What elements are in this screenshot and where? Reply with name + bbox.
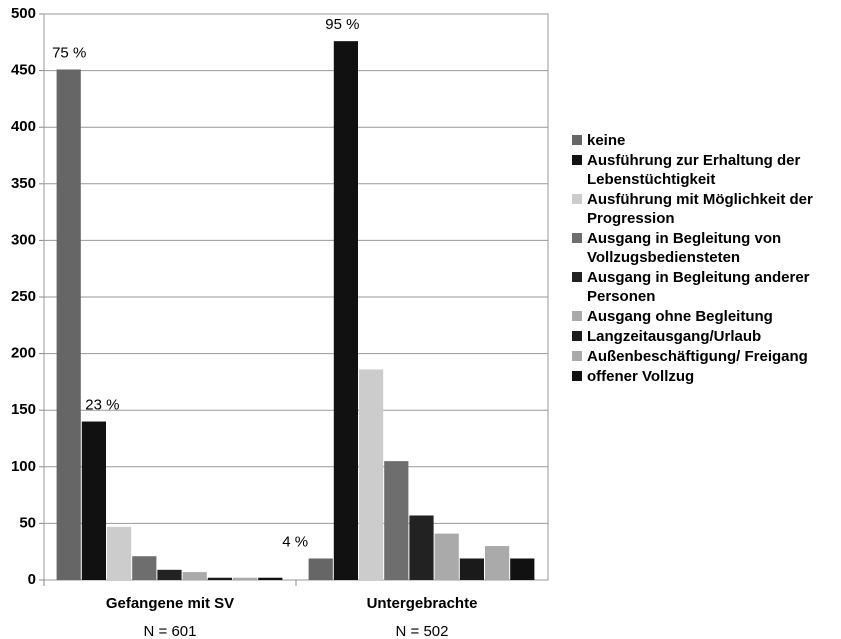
legend-label: Ausführung zur Erhaltung der Lebenstücht… bbox=[587, 152, 801, 188]
bar bbox=[359, 369, 384, 580]
bar bbox=[233, 577, 258, 580]
legend-item: Ausgang in Begleitung anderer Personen bbox=[572, 268, 840, 306]
annotation: 95 % bbox=[325, 16, 359, 33]
legend-label: Ausgang in Begleitung von Vollzugsbedien… bbox=[587, 230, 782, 266]
legend-swatch bbox=[572, 272, 582, 282]
legend-swatch bbox=[572, 311, 582, 321]
annotation: 75 % bbox=[52, 44, 86, 61]
y-tick-label: 250 bbox=[11, 288, 36, 305]
bar bbox=[56, 69, 81, 580]
legend-swatch bbox=[572, 194, 582, 204]
bar bbox=[384, 461, 409, 580]
legend-item: Ausführung zur Erhaltung der Lebenstücht… bbox=[572, 151, 840, 189]
bar bbox=[132, 556, 157, 580]
y-tick-label: 100 bbox=[11, 458, 36, 475]
bar bbox=[510, 558, 535, 580]
legend-item: keine bbox=[572, 131, 840, 150]
legend-swatch bbox=[572, 233, 582, 243]
legend-label: offener Vollzug bbox=[587, 368, 695, 385]
bar bbox=[258, 577, 283, 580]
bar bbox=[182, 572, 207, 580]
y-tick-label: 500 bbox=[11, 5, 36, 22]
annotation: 23 % bbox=[85, 396, 119, 413]
legend-label: Ausführung mit Möglichkeit der Progressi… bbox=[587, 191, 813, 227]
legend-item: Ausgang ohne Begleitung bbox=[572, 307, 840, 326]
annotation: 4 % bbox=[282, 533, 308, 550]
bar bbox=[434, 533, 459, 580]
y-tick-label: 0 bbox=[28, 571, 36, 588]
legend-swatch bbox=[572, 351, 582, 361]
bar bbox=[157, 569, 182, 580]
legend-label: Ausgang in Begleitung anderer Personen bbox=[587, 269, 810, 305]
y-tick-label: 400 bbox=[11, 118, 36, 135]
legend-item: Ausgang in Begleitung von Vollzugsbedien… bbox=[572, 229, 840, 267]
category-note: N = 502 bbox=[396, 623, 449, 639]
y-tick-label: 300 bbox=[11, 231, 36, 248]
bar bbox=[409, 515, 434, 580]
bar bbox=[485, 546, 510, 580]
y-tick-label: 200 bbox=[11, 345, 36, 362]
legend-swatch bbox=[572, 371, 582, 381]
legend-label: Ausgang ohne Begleitung bbox=[587, 308, 773, 325]
bar bbox=[459, 558, 484, 580]
legend-item: Außenbeschäftigung/ Freigang bbox=[572, 347, 840, 366]
legend-swatch bbox=[572, 155, 582, 165]
bar bbox=[308, 558, 333, 580]
x-tick-label: Untergebrachte bbox=[367, 595, 478, 612]
legend-item: offener Vollzug bbox=[572, 367, 840, 386]
bar bbox=[333, 41, 358, 581]
y-tick-label: 150 bbox=[11, 401, 36, 418]
bar bbox=[107, 526, 132, 580]
legend-label: Außenbeschäftigung/ Freigang bbox=[587, 348, 808, 365]
y-tick-label: 350 bbox=[11, 175, 36, 192]
legend-item: Ausführung mit Möglichkeit der Progressi… bbox=[572, 190, 840, 228]
bar bbox=[81, 421, 106, 580]
legend-swatch bbox=[572, 331, 582, 341]
legend: keine Ausführung zur Erhaltung der Lebens… bbox=[572, 131, 840, 387]
legend-item: Langzeitausgang/Urlaub bbox=[572, 327, 840, 346]
x-tick-label: Gefangene mit SV bbox=[106, 595, 234, 612]
bar bbox=[207, 577, 232, 580]
legend-swatch bbox=[572, 135, 582, 145]
category-note: N = 601 bbox=[144, 623, 197, 639]
legend-label: keine bbox=[587, 132, 626, 149]
y-tick-label: 450 bbox=[11, 62, 36, 79]
y-tick-label: 50 bbox=[19, 514, 36, 531]
legend-label: Langzeitausgang/Urlaub bbox=[587, 328, 762, 345]
